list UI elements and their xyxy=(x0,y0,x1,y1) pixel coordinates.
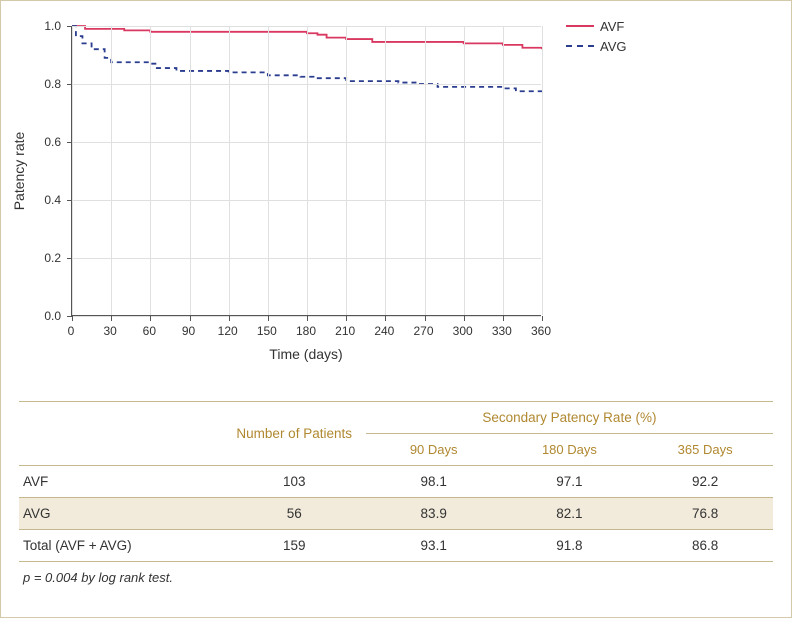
gridline-v xyxy=(229,26,230,315)
ytick-label: 0.8 xyxy=(21,77,61,91)
gridline-v xyxy=(542,26,543,315)
cell-180: 82.1 xyxy=(502,498,638,530)
table-footnote: p = 0.004 by log rank test. xyxy=(19,562,773,585)
cell-365: 86.8 xyxy=(637,530,773,562)
ytick-label: 1.0 xyxy=(21,19,61,33)
gridline-v xyxy=(385,26,386,315)
cell-n: 56 xyxy=(223,498,366,530)
legend-label-avf: AVF xyxy=(600,19,624,34)
xtick-label: 300 xyxy=(453,324,473,338)
figure-container: AVF AVG Patency rate Time (days) Number … xyxy=(0,0,792,618)
ytick-label: 0.0 xyxy=(21,309,61,323)
ytick-label: 0.4 xyxy=(21,193,61,207)
legend-item-avg: AVG xyxy=(566,36,627,56)
legend-swatch-avf xyxy=(566,25,594,27)
gridline-v xyxy=(503,26,504,315)
ytick-label: 0.6 xyxy=(21,135,61,149)
cell-90: 83.9 xyxy=(366,498,502,530)
xtick-label: 60 xyxy=(143,324,156,338)
gridline-v xyxy=(150,26,151,315)
gridline-v xyxy=(268,26,269,315)
cell-180: 91.8 xyxy=(502,530,638,562)
th-number-of-patients: Number of Patients xyxy=(223,402,366,466)
xtick-label: 360 xyxy=(531,324,551,338)
ytick-label: 0.2 xyxy=(21,251,61,265)
table-row: AVF10398.197.192.2 xyxy=(19,466,773,498)
th-365-days: 365 Days xyxy=(637,434,773,466)
xtick-label: 30 xyxy=(103,324,116,338)
xtick-label: 270 xyxy=(413,324,433,338)
gridline-v xyxy=(72,26,73,315)
th-secondary-patency-rate: Secondary Patency Rate (%) xyxy=(366,402,773,434)
footnote-text: p = 0.004 by log rank test. xyxy=(23,570,173,585)
xtick-label: 240 xyxy=(374,324,394,338)
table-row: Total (AVF + AVG)15993.191.886.8 xyxy=(19,530,773,562)
chart-area xyxy=(71,26,541,341)
cell-90: 93.1 xyxy=(366,530,502,562)
gridline-v xyxy=(346,26,347,315)
gridline-v xyxy=(425,26,426,315)
plot-region xyxy=(71,26,541,316)
xtick-label: 150 xyxy=(257,324,277,338)
xtick-label: 90 xyxy=(182,324,195,338)
xtick-label: 210 xyxy=(335,324,355,338)
cell-n: 159 xyxy=(223,530,366,562)
row-label: Total (AVF + AVG) xyxy=(19,530,223,562)
legend-label-avg: AVG xyxy=(600,39,627,54)
th-90-days: 90 Days xyxy=(366,434,502,466)
th-180-days: 180 Days xyxy=(502,434,638,466)
gridline-v xyxy=(190,26,191,315)
cell-180: 97.1 xyxy=(502,466,638,498)
cell-365: 92.2 xyxy=(637,466,773,498)
row-label: AVG xyxy=(19,498,223,530)
cell-365: 76.8 xyxy=(637,498,773,530)
table-body: AVF10398.197.192.2AVG5683.982.176.8Total… xyxy=(19,466,773,562)
chart-legend: AVF AVG xyxy=(566,16,627,56)
xtick-label: 330 xyxy=(492,324,512,338)
cell-n: 103 xyxy=(223,466,366,498)
row-label: AVF xyxy=(19,466,223,498)
xtick-label: 180 xyxy=(296,324,316,338)
cell-90: 98.1 xyxy=(366,466,502,498)
legend-item-avf: AVF xyxy=(566,16,627,36)
xtick-label: 120 xyxy=(218,324,238,338)
th-blank-2 xyxy=(19,434,223,466)
table-row: AVG5683.982.176.8 xyxy=(19,498,773,530)
gridline-v xyxy=(111,26,112,315)
gridline-v xyxy=(307,26,308,315)
x-axis-label: Time (days) xyxy=(71,346,541,362)
legend-swatch-avg xyxy=(566,45,594,47)
patency-table: Number of Patients Secondary Patency Rat… xyxy=(19,401,773,585)
gridline-v xyxy=(464,26,465,315)
xtick-label: 0 xyxy=(68,324,75,338)
table: Number of Patients Secondary Patency Rat… xyxy=(19,401,773,562)
th-blank xyxy=(19,402,223,434)
